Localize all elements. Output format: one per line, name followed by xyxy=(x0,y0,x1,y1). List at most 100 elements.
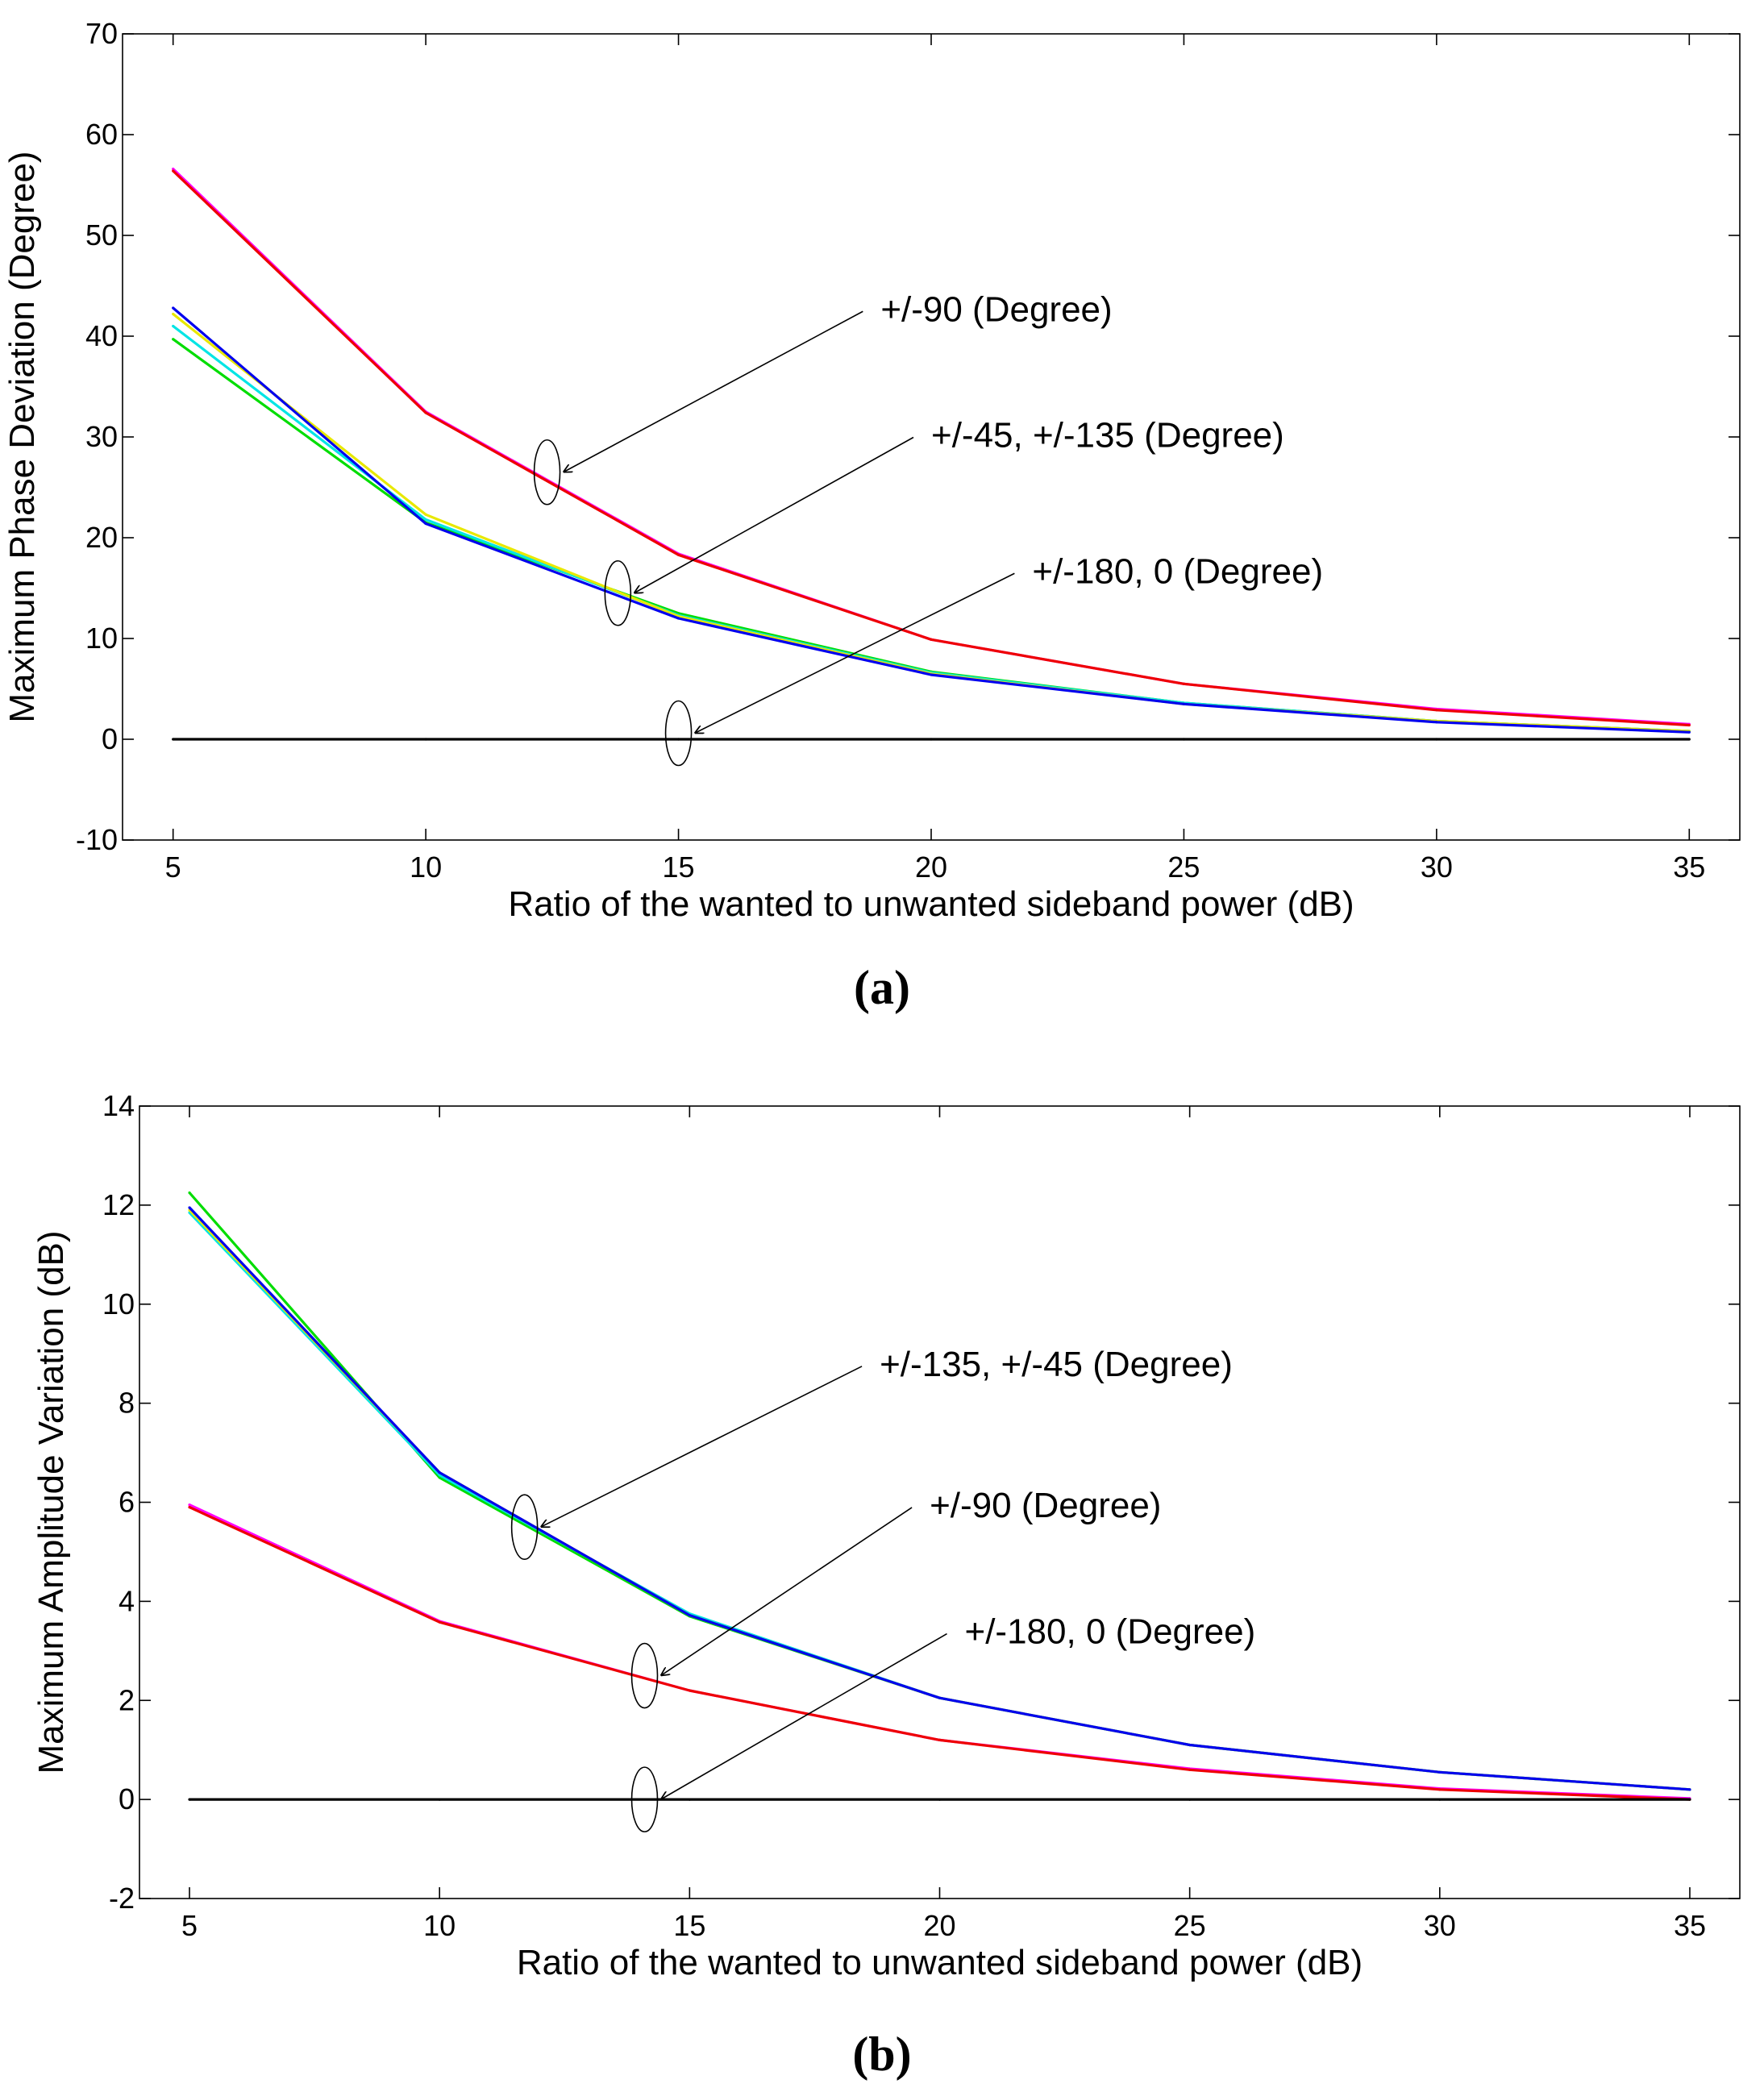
chart-panel-b: 5 10 15 20 25 30 35 -2 0 2 4 6 8 10 12 14 Ratio of the w… xyxy=(31,1089,1741,2081)
y-axis-label: Maximum Amplitude Variation (dB) xyxy=(31,1230,71,1774)
panel-label: (a) xyxy=(854,961,910,1014)
data-point-red xyxy=(1188,1768,1192,1771)
data-point-red xyxy=(1687,723,1691,727)
x-axis-label: Ratio of the wanted to unwanted sideband… xyxy=(517,1943,1363,1982)
annotation-label: +/-90 (Degree) xyxy=(880,289,1112,329)
data-point-magenta xyxy=(188,1503,191,1507)
annotation-label: +/-45, +/-135 (Degree) xyxy=(931,416,1284,455)
data-point-black xyxy=(1688,1798,1691,1801)
series-line-red xyxy=(189,1506,1691,1801)
annotation-arrow xyxy=(661,1632,947,1800)
y-tick-label: 8 xyxy=(119,1387,135,1420)
panel-label: (b) xyxy=(852,2028,911,2081)
series-line-blue xyxy=(172,306,1690,734)
y-tick-label: 0 xyxy=(102,722,118,755)
y-tick-label: 50 xyxy=(85,218,118,252)
y-tick-label: 70 xyxy=(85,17,118,50)
data-point-red xyxy=(1438,1788,1442,1791)
data-point-red xyxy=(1435,709,1438,712)
x-tick-label: 5 xyxy=(181,1909,198,1942)
data-point-blue xyxy=(188,1206,191,1209)
data-point-red xyxy=(438,1620,441,1624)
data-point-red xyxy=(688,1689,691,1692)
y-tick-label: 10 xyxy=(102,1287,135,1320)
y-tick-label: -10 xyxy=(76,823,118,856)
data-point-black xyxy=(930,738,933,741)
data-point-cyan xyxy=(438,1474,441,1477)
data-point-green xyxy=(172,338,175,341)
series-line-magenta xyxy=(189,1503,1691,1800)
x-tick-label: 15 xyxy=(663,851,695,884)
data-point-blue xyxy=(1182,702,1186,705)
y-tick-label: 30 xyxy=(85,420,118,453)
data-point-black xyxy=(172,738,175,741)
data-point-black xyxy=(188,1798,191,1801)
annotation-arrow xyxy=(695,572,1015,733)
x-tick-label: 5 xyxy=(165,851,181,884)
data-point-blue xyxy=(1688,1788,1691,1791)
y-tick-label: 6 xyxy=(119,1486,135,1519)
data-point-black xyxy=(1188,1798,1192,1801)
x-tick-label: 35 xyxy=(1673,851,1705,884)
y-tick-label: 20 xyxy=(85,521,118,554)
data-point-black xyxy=(1438,1798,1442,1801)
data-point-red xyxy=(188,1506,191,1509)
y-axis-label: Maximum Phase Deviation (Degree) xyxy=(2,151,42,722)
data-point-blue xyxy=(172,306,175,310)
data-point-black xyxy=(938,1798,942,1801)
data-point-blue xyxy=(1687,730,1691,734)
x-tick-label: 10 xyxy=(410,851,442,884)
x-tick-label: 25 xyxy=(1174,1909,1206,1942)
data-point-black xyxy=(1435,738,1438,741)
data-point-red xyxy=(930,638,933,641)
annotation-arrow xyxy=(634,436,914,593)
data-point-red xyxy=(1182,682,1186,685)
data-point-black xyxy=(438,1798,441,1801)
data-point-blue xyxy=(938,1696,942,1699)
data-point-cyan xyxy=(424,518,427,522)
annotation-label: +/-180, 0 (Degree) xyxy=(1032,551,1323,591)
y-tick-label: 2 xyxy=(119,1683,135,1716)
data-point-black xyxy=(1687,738,1691,741)
series-line-yellow xyxy=(172,313,1690,733)
data-point-green xyxy=(438,1476,441,1479)
x-tick-label: 30 xyxy=(1424,1909,1456,1942)
y-tick-label: 10 xyxy=(85,622,118,655)
y-tick-label: 14 xyxy=(102,1089,135,1122)
data-point-yellow xyxy=(424,513,427,516)
data-point-black xyxy=(676,738,680,741)
data-point-blue xyxy=(438,1471,441,1474)
y-tick-label: 4 xyxy=(119,1584,135,1617)
data-point-yellow xyxy=(172,312,175,316)
annotation-arrow xyxy=(661,1507,913,1676)
annotation-label: +/-90 (Degree) xyxy=(930,1486,1161,1525)
data-point-blue xyxy=(1188,1743,1192,1747)
y-tick-label: 60 xyxy=(85,118,118,151)
data-point-red xyxy=(424,411,427,414)
data-point-black xyxy=(424,738,427,741)
annotation-arrow xyxy=(564,310,863,472)
data-point-blue xyxy=(1435,721,1438,724)
data-point-blue xyxy=(676,617,680,620)
annotation-ellipse xyxy=(630,1642,659,1709)
data-point-blue xyxy=(424,522,427,526)
x-tick-label: 30 xyxy=(1421,851,1453,884)
data-point-red xyxy=(676,553,680,556)
y-tick-label: 12 xyxy=(102,1188,135,1221)
annotation-ellipse xyxy=(604,559,632,626)
data-point-magenta xyxy=(172,167,175,171)
data-point-black xyxy=(1182,738,1186,741)
annotation-ellipse xyxy=(510,1494,539,1561)
annotation-arrow xyxy=(541,1366,863,1527)
x-axis-label: Ratio of the wanted to unwanted sideband… xyxy=(508,884,1354,924)
x-tick-label: 15 xyxy=(673,1909,705,1942)
y-tick-label: 40 xyxy=(85,319,118,352)
data-point-blue xyxy=(1438,1770,1442,1774)
x-tick-label: 35 xyxy=(1674,1909,1706,1942)
data-point-blue xyxy=(930,673,933,676)
x-tick-label: 10 xyxy=(423,1909,456,1942)
data-point-red xyxy=(172,169,175,173)
data-point-red xyxy=(938,1738,942,1741)
chart-panel-a: 5 10 15 20 25 30 35 -10 0 10 20 30 40 50 60 70 Ratio of … xyxy=(2,17,1741,1014)
y-tick-label: 0 xyxy=(119,1782,135,1815)
